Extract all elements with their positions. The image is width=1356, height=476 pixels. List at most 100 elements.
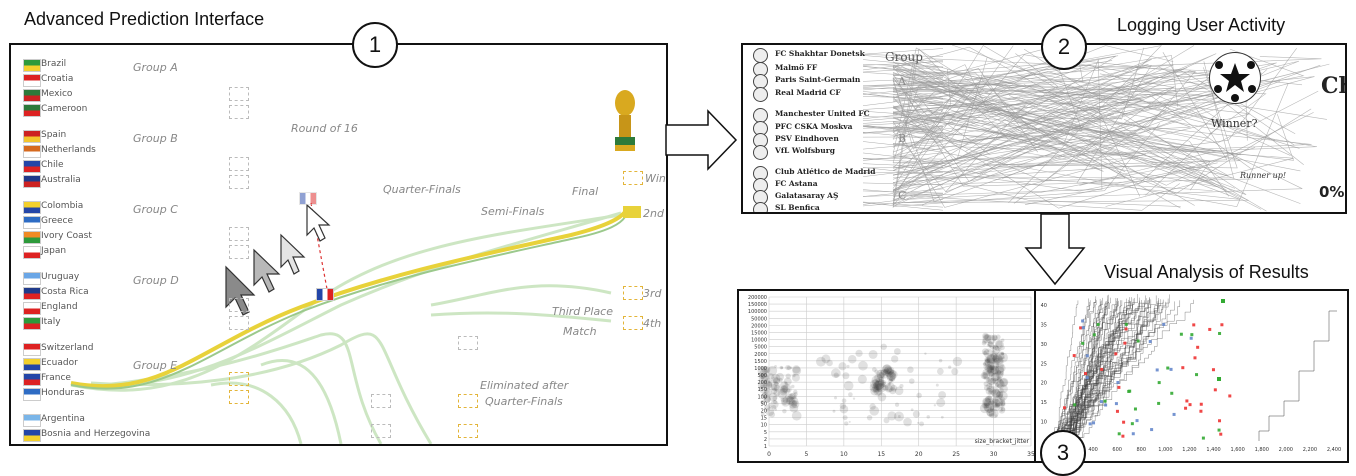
- badge-step-1: 1: [352, 22, 398, 68]
- big-text-percent: 0%: [1319, 183, 1345, 201]
- badge-step-2: 2: [1041, 24, 1087, 70]
- left-y-tick: 15000: [751, 330, 767, 336]
- right-x-tick: 2,000: [1279, 447, 1293, 453]
- team-name[interactable]: Croatia: [41, 74, 74, 84]
- club-crest-icon: [753, 87, 768, 102]
- right-x-tick: 1,000: [1158, 447, 1172, 453]
- right-y-tick: 40: [1041, 303, 1047, 309]
- club-name[interactable]: Real Madrid CF: [775, 88, 841, 97]
- club-name[interactable]: FC Astana: [775, 179, 818, 188]
- left-y-tick: 200000: [748, 295, 767, 301]
- club-name[interactable]: VfL Wolfsburg: [775, 146, 835, 155]
- left-y-tick: 100: [757, 394, 767, 400]
- right-x-tick: 1,600: [1230, 447, 1244, 453]
- team-name[interactable]: England: [41, 302, 78, 312]
- panel-prediction-interface: Brazil Croatia Mexico Cameroon Group A Spain N…: [9, 43, 668, 446]
- group-letter-b: B: [898, 132, 907, 145]
- team-flag: [23, 74, 41, 87]
- group-header: Group: [885, 50, 923, 64]
- team-flag: [23, 59, 41, 72]
- left-x-tick: 20: [915, 451, 923, 458]
- left-y-tick: 20: [761, 409, 767, 415]
- left-x-tick: 15: [877, 451, 885, 458]
- team-name[interactable]: Ecuador: [41, 358, 78, 368]
- left-y-tick: 1: [764, 444, 767, 450]
- team-name[interactable]: Cameroon: [41, 104, 88, 114]
- team-flag: [23, 231, 41, 244]
- club-name[interactable]: Paris Saint-Germain: [775, 75, 861, 84]
- left-x-label: size_bracket_jitter: [975, 438, 1030, 445]
- france-flag[interactable]: [316, 288, 334, 301]
- left-y-tick: 5000: [754, 345, 767, 351]
- stage-third-place-2: Match: [563, 325, 597, 338]
- team-name[interactable]: Switzerland: [41, 343, 94, 353]
- left-y-tick: 100000: [748, 309, 767, 315]
- team-flag: [23, 175, 41, 188]
- place-win: Win: [645, 172, 666, 185]
- left-x-tick: 30: [990, 451, 998, 458]
- team-flag: [23, 272, 41, 285]
- team-flag: [23, 287, 41, 300]
- club-name[interactable]: Manchester United FC: [775, 109, 870, 118]
- left-y-tick: 500: [757, 373, 767, 379]
- winner-label: Winner?: [1211, 117, 1258, 130]
- team-flag: [23, 201, 41, 214]
- club-name[interactable]: FC Shakhtar Donetsk: [775, 49, 865, 58]
- team-flag: [23, 358, 41, 371]
- stage-eliminated-1: Eliminated after: [480, 379, 569, 392]
- big-text-ch: Ch: [1321, 73, 1345, 99]
- right-x-tick: 1,400: [1206, 447, 1220, 453]
- analysis-plots: 2000001500001000005000020000150001000050…: [748, 291, 1341, 461]
- heading-logging-activity: Logging User Activity: [1117, 15, 1286, 35]
- runner-up-label: Runner up!: [1240, 171, 1287, 180]
- team-name[interactable]: Mexico: [41, 89, 73, 99]
- club-name[interactable]: Galatasaray AŞ: [775, 191, 839, 200]
- team-name[interactable]: Chile: [41, 160, 64, 170]
- team-flag: [23, 104, 41, 117]
- club-name[interactable]: SL Benfica: [775, 203, 820, 212]
- panel-visual-analysis: 200000 150000 100000 50000 20000 15000 10000 50…: [737, 289, 1349, 463]
- stage-quarter-finals: Quarter-Finals: [383, 183, 461, 196]
- team-name[interactable]: Italy: [41, 317, 61, 327]
- flow-lines: [70, 90, 635, 444]
- left-x-tick: 25: [952, 451, 960, 458]
- left-y-tick: 50: [761, 401, 767, 407]
- team-name[interactable]: Brazil: [41, 59, 67, 69]
- group-label: Group E: [133, 359, 178, 372]
- club-crest-icon: [753, 202, 768, 212]
- stage-third-place-1: Third Place: [552, 305, 613, 318]
- team-name[interactable]: Netherlands: [41, 145, 96, 155]
- right-x-tick: 600: [1112, 447, 1122, 453]
- team-name[interactable]: Ivory Coast: [41, 231, 92, 241]
- team-name[interactable]: Costa Rica: [41, 287, 89, 297]
- right-y-tick: 35: [1041, 322, 1047, 328]
- club-name[interactable]: PSV Eindhoven: [775, 134, 839, 143]
- stage-final: Final: [572, 185, 599, 198]
- team-flag: [23, 160, 41, 173]
- club-name[interactable]: PFC CSKA Moskva: [775, 122, 853, 131]
- left-y-tick: 2: [764, 437, 767, 443]
- right-x-tick: 1,200: [1182, 447, 1196, 453]
- arrow-right-icon: [665, 109, 738, 171]
- team-flag: [23, 246, 41, 259]
- team-name[interactable]: Argentina: [41, 414, 85, 424]
- club-name[interactable]: Club Atlético de Madrid: [775, 167, 876, 176]
- club-name[interactable]: Malmö FF: [775, 63, 818, 72]
- team-name[interactable]: Japan: [41, 246, 67, 256]
- team-name[interactable]: Honduras: [41, 388, 85, 398]
- right-x-tick: 1,800: [1255, 447, 1269, 453]
- team-name[interactable]: Colombia: [41, 201, 84, 211]
- team-name[interactable]: Bosnia and Herzegovina: [41, 429, 151, 439]
- left-y-tick: 15: [761, 416, 767, 422]
- team-name[interactable]: France: [41, 373, 71, 383]
- badge-step-3: 3: [1040, 430, 1086, 476]
- team-name[interactable]: Uruguay: [41, 272, 80, 282]
- team-name[interactable]: Spain: [41, 130, 67, 140]
- group-label: Group A: [133, 61, 178, 74]
- team-name[interactable]: Australia: [41, 175, 81, 185]
- right-x-tick: 2,200: [1303, 447, 1317, 453]
- group-letter-c: C: [898, 189, 907, 202]
- left-x-tick: 10: [840, 451, 848, 458]
- team-name[interactable]: Greece: [41, 216, 74, 226]
- heading-visual-analysis: Visual Analysis of Results: [1104, 262, 1309, 282]
